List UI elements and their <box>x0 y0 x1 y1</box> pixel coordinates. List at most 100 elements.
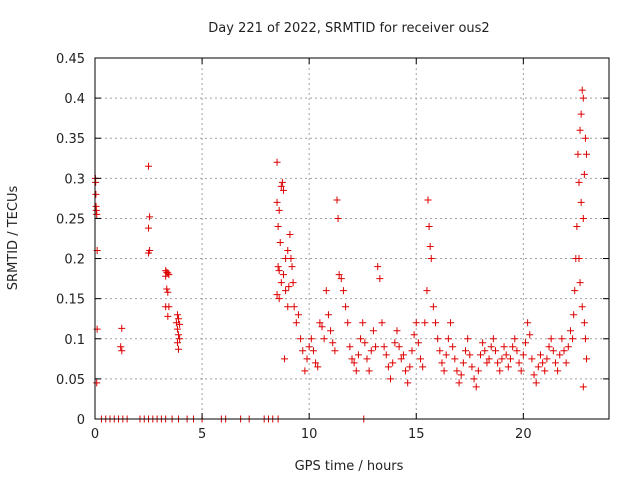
data-point <box>524 319 532 327</box>
data-point <box>455 379 463 387</box>
data-point <box>382 351 390 359</box>
data-point <box>536 351 544 359</box>
data-point <box>365 367 373 375</box>
data-point <box>453 367 461 375</box>
data-point <box>426 243 434 251</box>
data-point <box>281 355 289 363</box>
grid-lines <box>95 58 609 419</box>
y-tick-label: 0.45 <box>56 52 85 67</box>
data-point <box>320 335 328 343</box>
data-point <box>539 359 547 367</box>
data-point <box>442 351 450 359</box>
data-point <box>303 355 311 363</box>
data-point <box>423 287 431 295</box>
data-point <box>331 347 339 355</box>
data-point <box>173 311 181 319</box>
data-point <box>570 311 578 319</box>
data-point <box>434 335 442 343</box>
data-point <box>284 247 292 255</box>
data-point <box>279 186 287 194</box>
data-point <box>348 355 356 363</box>
data-point <box>278 178 286 186</box>
data-point <box>314 363 322 371</box>
data-point <box>397 355 405 363</box>
data-point <box>329 339 337 347</box>
data-point <box>581 134 589 142</box>
data-point <box>579 214 587 222</box>
data-point <box>391 339 399 347</box>
data-point <box>350 359 358 367</box>
data-point <box>489 335 497 343</box>
data-point <box>337 275 345 283</box>
data-point <box>289 279 297 287</box>
x-axis-label: GPS time / hours <box>295 459 404 474</box>
data-point <box>273 291 281 299</box>
data-point <box>556 351 564 359</box>
data-point <box>361 339 369 347</box>
data-point <box>580 319 588 327</box>
data-point <box>547 335 555 343</box>
data-point <box>380 343 388 351</box>
data-point <box>369 327 377 335</box>
data-point <box>479 339 487 347</box>
data-point <box>440 367 448 375</box>
data-point <box>384 363 392 371</box>
data-point <box>275 206 283 214</box>
data-point <box>165 271 173 279</box>
data-point <box>485 355 493 363</box>
data-point <box>290 303 298 311</box>
data-point <box>574 150 582 158</box>
data-point <box>164 288 172 296</box>
data-point <box>554 367 562 375</box>
y-axis-label: SRMTID / TECUs <box>6 186 21 291</box>
data-point <box>573 222 581 230</box>
data-point <box>393 327 401 335</box>
data-point <box>580 170 588 178</box>
data-point <box>506 355 514 363</box>
data-point <box>93 210 101 218</box>
data-point <box>344 319 352 327</box>
x-tick-label: 0 <box>91 427 99 442</box>
data-point <box>145 224 153 232</box>
data-point <box>412 319 420 327</box>
data-point <box>417 355 425 363</box>
data-point <box>288 263 296 271</box>
data-point <box>432 319 440 327</box>
data-point <box>457 371 465 379</box>
y-tick-label: 0.2 <box>64 253 85 268</box>
y-tick-labels: 0 0.05 0.1 0.15 0.2 0.25 0.3 0.35 0.4 0.45 <box>56 52 85 428</box>
data-point <box>515 359 523 367</box>
data-point <box>427 255 435 263</box>
data-point <box>359 319 367 327</box>
data-point <box>286 230 294 238</box>
data-point <box>282 287 290 295</box>
data-point <box>163 285 171 293</box>
data-point <box>511 335 519 343</box>
data-point <box>575 178 583 186</box>
data-point <box>562 359 570 367</box>
x-tick-label: 20 <box>515 427 532 442</box>
data-point <box>408 347 416 355</box>
data-point <box>389 359 397 367</box>
data-point <box>363 355 371 363</box>
data-point <box>464 335 472 343</box>
data-point <box>145 162 153 170</box>
data-point <box>175 331 183 339</box>
y-tick-label: 0.25 <box>56 212 85 227</box>
data-point <box>342 303 350 311</box>
data-point <box>579 94 587 102</box>
data-point <box>284 303 292 311</box>
data-point <box>274 222 282 230</box>
data-point <box>583 355 591 363</box>
data-point <box>352 367 360 375</box>
data-point <box>277 279 285 287</box>
data-point <box>275 267 283 275</box>
data-point <box>93 379 101 387</box>
data-point <box>287 255 295 263</box>
data-point <box>534 363 542 371</box>
axis-ticks <box>94 57 609 420</box>
data-point <box>316 319 324 327</box>
plot-frame <box>94 57 610 420</box>
data-point <box>560 347 568 355</box>
data-point <box>558 335 566 343</box>
